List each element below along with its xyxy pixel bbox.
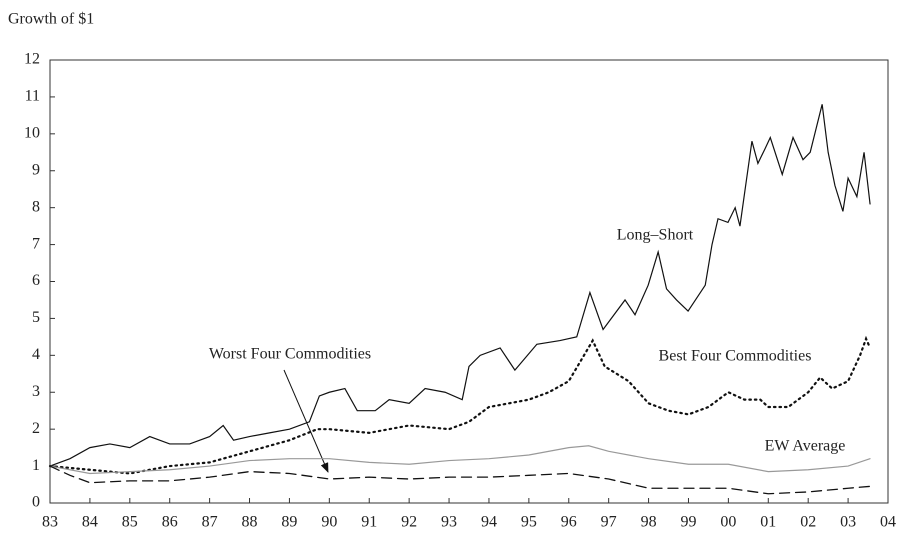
x-tick-label: 95: [521, 514, 537, 531]
x-tick-label: 85: [122, 514, 138, 531]
x-tick-label: 92: [401, 514, 417, 531]
y-tick-label: 5: [32, 309, 40, 326]
y-tick-label: 6: [32, 272, 40, 289]
x-tick-label: 89: [281, 514, 297, 531]
series-label: EW Average: [765, 438, 846, 455]
x-tick-label: 96: [561, 514, 577, 531]
y-tick-label: 9: [32, 161, 40, 178]
x-tick-label: 91: [361, 514, 377, 531]
x-tick-label: 97: [601, 514, 617, 531]
series-label: Best Four Commodities: [659, 348, 812, 365]
x-tick-label: 03: [840, 514, 856, 531]
x-tick-label: 86: [162, 514, 178, 531]
y-axis-label: Growth of $1: [8, 11, 94, 28]
series-line: [49, 465, 871, 495]
y-tick-label: 7: [32, 235, 40, 252]
x-tick-label: 99: [680, 514, 696, 531]
series-line: [49, 445, 871, 475]
y-tick-label: 1: [32, 457, 40, 474]
annotation-arrow: [283, 369, 329, 473]
y-tick-label: 4: [32, 346, 40, 363]
x-tick-label: 02: [800, 514, 816, 531]
series-line: [48, 335, 872, 475]
y-tick-label: 0: [32, 494, 40, 511]
series-label: Long–Short: [617, 227, 694, 244]
x-tick-label: 01: [760, 514, 776, 531]
x-tick-label: 84: [82, 514, 98, 531]
x-tick-label: 88: [242, 514, 258, 531]
y-tick-label: 2: [32, 420, 40, 437]
plot-frame: [49, 59, 889, 504]
y-tick-label: 11: [25, 88, 40, 105]
x-tick-label: 87: [202, 514, 218, 531]
x-tick-label: 83: [42, 514, 58, 531]
y-tick-label: 12: [24, 51, 40, 68]
y-tick-label: 8: [32, 198, 40, 215]
x-tick-label: 90: [321, 514, 337, 531]
series-line: [49, 104, 871, 467]
x-tick-label: 04: [880, 514, 896, 531]
series-label: Worst Four Commodities: [209, 346, 371, 363]
x-tick-label: 94: [481, 514, 497, 531]
x-tick-label: 00: [720, 514, 736, 531]
y-tick-label: 3: [32, 383, 40, 400]
y-tick-label: 10: [24, 125, 40, 142]
x-tick-label: 98: [641, 514, 657, 531]
x-tick-label: 93: [441, 514, 457, 531]
